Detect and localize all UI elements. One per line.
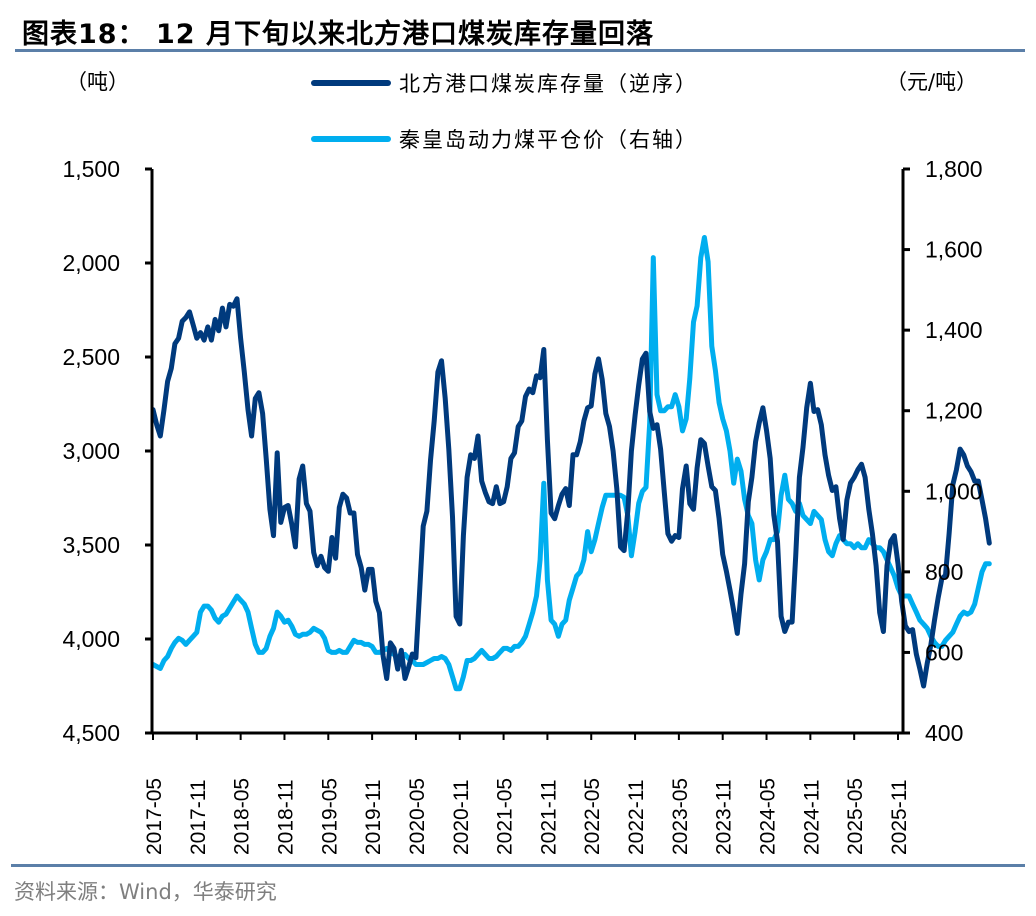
legend-swatch-inventory — [311, 80, 391, 86]
right-axis-tick-label: 1,200 — [925, 398, 983, 424]
x-axis-tick-label: 2018-11 — [274, 779, 297, 855]
x-axis-tick-label: 2022-05 — [581, 778, 604, 855]
source-note: 资料来源：Wind，华泰研究 — [14, 880, 277, 904]
left-axis-unit: （吨） — [66, 70, 129, 94]
title-divider — [15, 49, 1025, 52]
x-axis-tick-label: 2021-05 — [494, 778, 517, 855]
x-axis-tick-label: 2020-05 — [406, 778, 429, 855]
x-axis-tick-label: 2025-11 — [888, 779, 911, 855]
x-axis-tick-label: 2019-11 — [362, 779, 385, 855]
legend-label-inventory: 北方港口煤炭库存量（逆序） — [399, 72, 698, 96]
x-axis-tick-label: 2021-11 — [537, 779, 560, 855]
right-axis-tick-label: 800 — [925, 559, 963, 585]
left-axis-tick-label: 2,000 — [62, 250, 120, 276]
x-axis-tick-label: 2024-11 — [800, 779, 823, 855]
series-line-inventory — [150, 296, 992, 689]
legend-swatch-price — [311, 136, 391, 142]
x-axis-tick-label: 2025-05 — [844, 778, 867, 855]
axes-layer: 1,500 2,000 2,500 3,000 3,500 4,000 4,500 1,800… — [62, 156, 982, 855]
x-axis-tick-label: 2019-05 — [318, 778, 341, 855]
left-axis-tick-label: 1,500 — [62, 156, 120, 182]
legend-item-inventory: 北方港口煤炭库存量（逆序） — [311, 68, 698, 98]
right-axis-tick-label: 1,600 — [925, 237, 983, 263]
legend-label-price: 秦皇岛动力煤平仓价（右轴） — [399, 128, 698, 152]
left-axis-tick-label: 3,000 — [62, 438, 120, 464]
left-axis-tick-label: 2,500 — [62, 344, 120, 370]
x-axis-tick-label: 2018-05 — [231, 778, 254, 855]
series-line-price — [150, 235, 992, 692]
left-axis-tick-label: 4,500 — [62, 720, 120, 746]
x-axis-tick-label: 2023-05 — [669, 778, 692, 855]
footer-divider — [11, 864, 1025, 867]
right-axis-tick-label: 1,400 — [925, 317, 983, 343]
right-axis-tick-label: 400 — [925, 720, 963, 746]
figure-title: 图表18： 12 月下旬以来北方港口煤炭库存量回落 — [22, 19, 654, 50]
x-axis-tick-label: 2024-05 — [757, 778, 780, 855]
right-axis-unit: （元/吨） — [886, 70, 978, 94]
x-axis-tick-label: 2020-11 — [450, 779, 473, 855]
right-axis-tick-label: 1,800 — [925, 156, 983, 182]
left-axis-tick-label: 3,500 — [62, 532, 120, 558]
right-axis-tick-label: 1,000 — [925, 478, 983, 504]
series-layer — [150, 235, 992, 692]
x-axis-tick-label: 2017-11 — [187, 779, 210, 855]
left-axis-tick-label: 4,000 — [62, 626, 120, 652]
right-axis-tick-label: 600 — [925, 639, 963, 665]
x-axis-tick-label: 2022-11 — [625, 779, 648, 855]
x-axis-tick-label: 2023-11 — [713, 779, 736, 855]
legend-item-price: 秦皇岛动力煤平仓价（右轴） — [311, 124, 698, 154]
x-axis-tick-label: 2017-05 — [143, 778, 166, 855]
